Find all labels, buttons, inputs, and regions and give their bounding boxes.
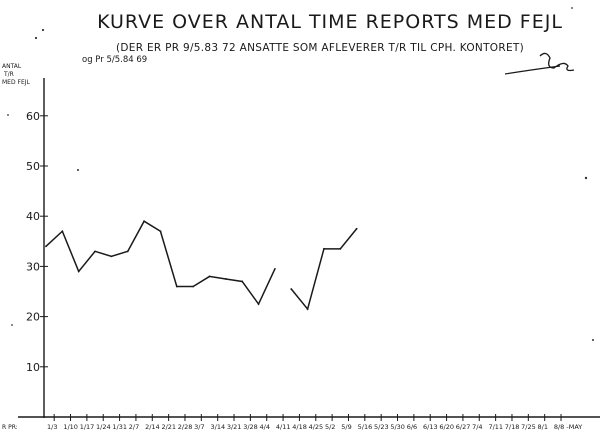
x-tick-label: 5/30 [390, 423, 405, 431]
data-point [159, 230, 162, 233]
data-point [257, 303, 260, 305]
x-tick-label: 4/18 [292, 423, 307, 431]
x-tick-label: 3/7 [194, 423, 204, 431]
x-tick-label: 4/11 [276, 423, 291, 431]
y-axis-label-line-1: ANTAL [2, 63, 22, 70]
x-tick-label: 1/24 [96, 423, 111, 431]
x-tick-label: 6/6 [407, 423, 417, 431]
data-point [241, 280, 244, 283]
x-tick-label: 5/9 [341, 423, 351, 431]
x-tick-label: 3/14 [211, 423, 226, 431]
x-tick-label: 3/28 [243, 423, 258, 431]
data-point [224, 278, 227, 280]
x-tick-label: 1/3 [47, 423, 57, 431]
x-tick-label: 8/1 [538, 423, 548, 431]
x-tick-label: 1/17 [80, 423, 95, 431]
x-tick-label: 2/21 [161, 423, 176, 431]
data-point [143, 220, 146, 223]
data-point [61, 230, 64, 233]
scan-specks [7, 7, 594, 341]
x-tick-label: 4/4 [260, 423, 270, 431]
data-point [175, 285, 178, 288]
y-axis-label-line-2: T/R [3, 71, 14, 78]
data-point [94, 250, 96, 253]
y-tick-group: 10 20 30 40 50 60 [26, 110, 48, 374]
y-tick-label: 60 [26, 110, 40, 123]
y-axis-label-line-3: MED FEJL [2, 79, 31, 86]
x-tick-label: 2/28 [178, 423, 193, 431]
data-point [274, 268, 276, 270]
y-tick-label: 30 [26, 260, 40, 273]
x-tick-label: 5/23 [374, 423, 389, 431]
y-tick-label: 40 [26, 210, 40, 223]
chart-subtitle: (DER ER PR 9/5.83 72 ANSATTE SOM AFLEVER… [116, 42, 524, 54]
data-point [45, 245, 47, 248]
x-tick-label: 6/27 [456, 423, 471, 431]
x-tick-label: 5/16 [358, 423, 373, 431]
signature [504, 52, 575, 75]
data-point [110, 255, 113, 258]
data-point [355, 227, 358, 230]
x-tick-label: 4/25 [309, 423, 324, 431]
x-axis-label: R PR: [2, 424, 18, 431]
data-point [126, 250, 129, 253]
data-point [323, 247, 325, 250]
y-tick-label: 50 [26, 160, 40, 173]
y-tick-label: 10 [26, 361, 40, 374]
x-tick-group: 1/3 1/10 1/17 1/24 1/31 2/7 2/14 2/21 2/28 3/7 3/1… [47, 414, 582, 431]
chart-subtitle-secondary: og Pr 5/5.84 69 [82, 55, 147, 65]
x-tick-label: 7/25 [521, 423, 536, 431]
x-tick-label: 1/31 [112, 423, 127, 431]
chart-title: KURVE OVER ANTAL TIME REPORTS MED FEJL [97, 11, 563, 33]
data-point [306, 308, 309, 310]
x-tick-label: 7/4 [472, 423, 482, 431]
series-line-group [45, 220, 358, 311]
data-point [77, 270, 80, 273]
data-point [208, 275, 211, 278]
x-tick-label: 6/13 [423, 423, 438, 431]
x-tick-label: 2/7 [129, 423, 139, 431]
x-tick-label: 8/8 -MAY [554, 423, 582, 431]
x-tick-label: 7/11 [488, 423, 503, 431]
series-line-segment [45, 220, 276, 306]
x-tick-label: 5/2 [325, 423, 335, 431]
data-point [290, 288, 293, 290]
x-tick-label: 3/21 [227, 423, 242, 431]
x-tick-label: 2/14 [145, 423, 160, 431]
series-line-segment [290, 228, 358, 311]
data-point [339, 247, 342, 250]
x-tick-label: 1/10 [63, 423, 78, 431]
x-tick-label: 7/18 [505, 423, 520, 431]
y-tick-label: 20 [26, 311, 40, 324]
data-point [192, 285, 195, 288]
x-tick-label: 6/20 [439, 423, 454, 431]
